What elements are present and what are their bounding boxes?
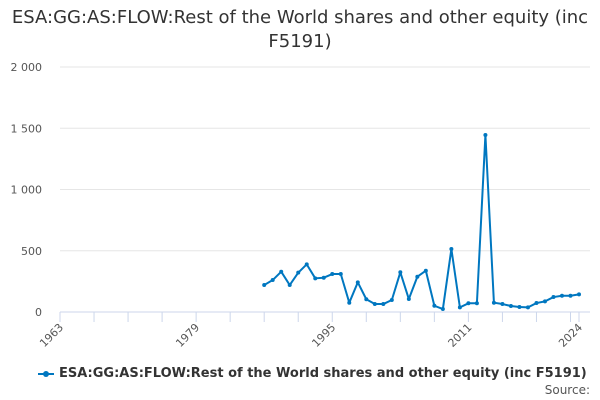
data-point [440,307,445,312]
legend-swatch [38,370,54,377]
data-point [449,247,454,252]
x-tick-label: 1995 [309,321,338,350]
x-tick-label: 1963 [37,321,66,350]
data-point [287,283,292,288]
data-point [330,272,335,277]
data-point [415,274,420,279]
data-point [347,300,352,305]
data-point [262,283,267,288]
legend-label: ESA:GG:AS:FLOW:Rest of the World shares … [59,366,587,381]
data-point [577,292,581,297]
data-point [398,270,403,275]
data-point [559,293,564,298]
data-point [542,299,547,304]
data-point [406,297,411,302]
data-point [372,302,377,307]
data-point [568,293,573,298]
data-point [270,278,275,283]
data-point [313,276,318,281]
x-tick-label: 1979 [173,321,202,350]
data-point [296,270,301,275]
data-point [500,302,505,307]
data-point [534,301,539,306]
data-point [364,297,369,302]
chart-title: ESA:GG:AS:FLOW:Rest of the World shares … [11,7,589,52]
data-point [389,297,394,302]
data-point [279,269,284,274]
data-point [381,302,386,307]
data-point [474,301,479,306]
data-point [457,305,462,310]
y-tick-label: 0 [35,306,42,319]
data-point [525,305,530,310]
data-point [338,272,343,277]
data-point [304,262,309,267]
x-tick-label: 2011 [446,321,475,350]
data-point [432,303,437,308]
y-tick-label: 500 [21,245,42,258]
data-point [466,301,471,306]
data-point [491,300,496,305]
data-point [321,275,326,280]
y-tick-label: 1 500 [11,122,43,135]
y-tick-label: 1 000 [11,184,43,197]
data-point [423,268,428,273]
data-point [483,132,488,137]
y-tick-label: 2 000 [11,61,43,74]
legend-item[interactable]: ESA:GG:AS:FLOW:Rest of the World shares … [38,366,587,381]
data-point [517,304,522,309]
data-point [508,303,513,308]
x-tick-label: 2024 [556,321,585,350]
series-line [263,133,580,311]
data-point [355,280,360,285]
source-label: Source: [544,383,590,397]
data-point [551,295,556,300]
